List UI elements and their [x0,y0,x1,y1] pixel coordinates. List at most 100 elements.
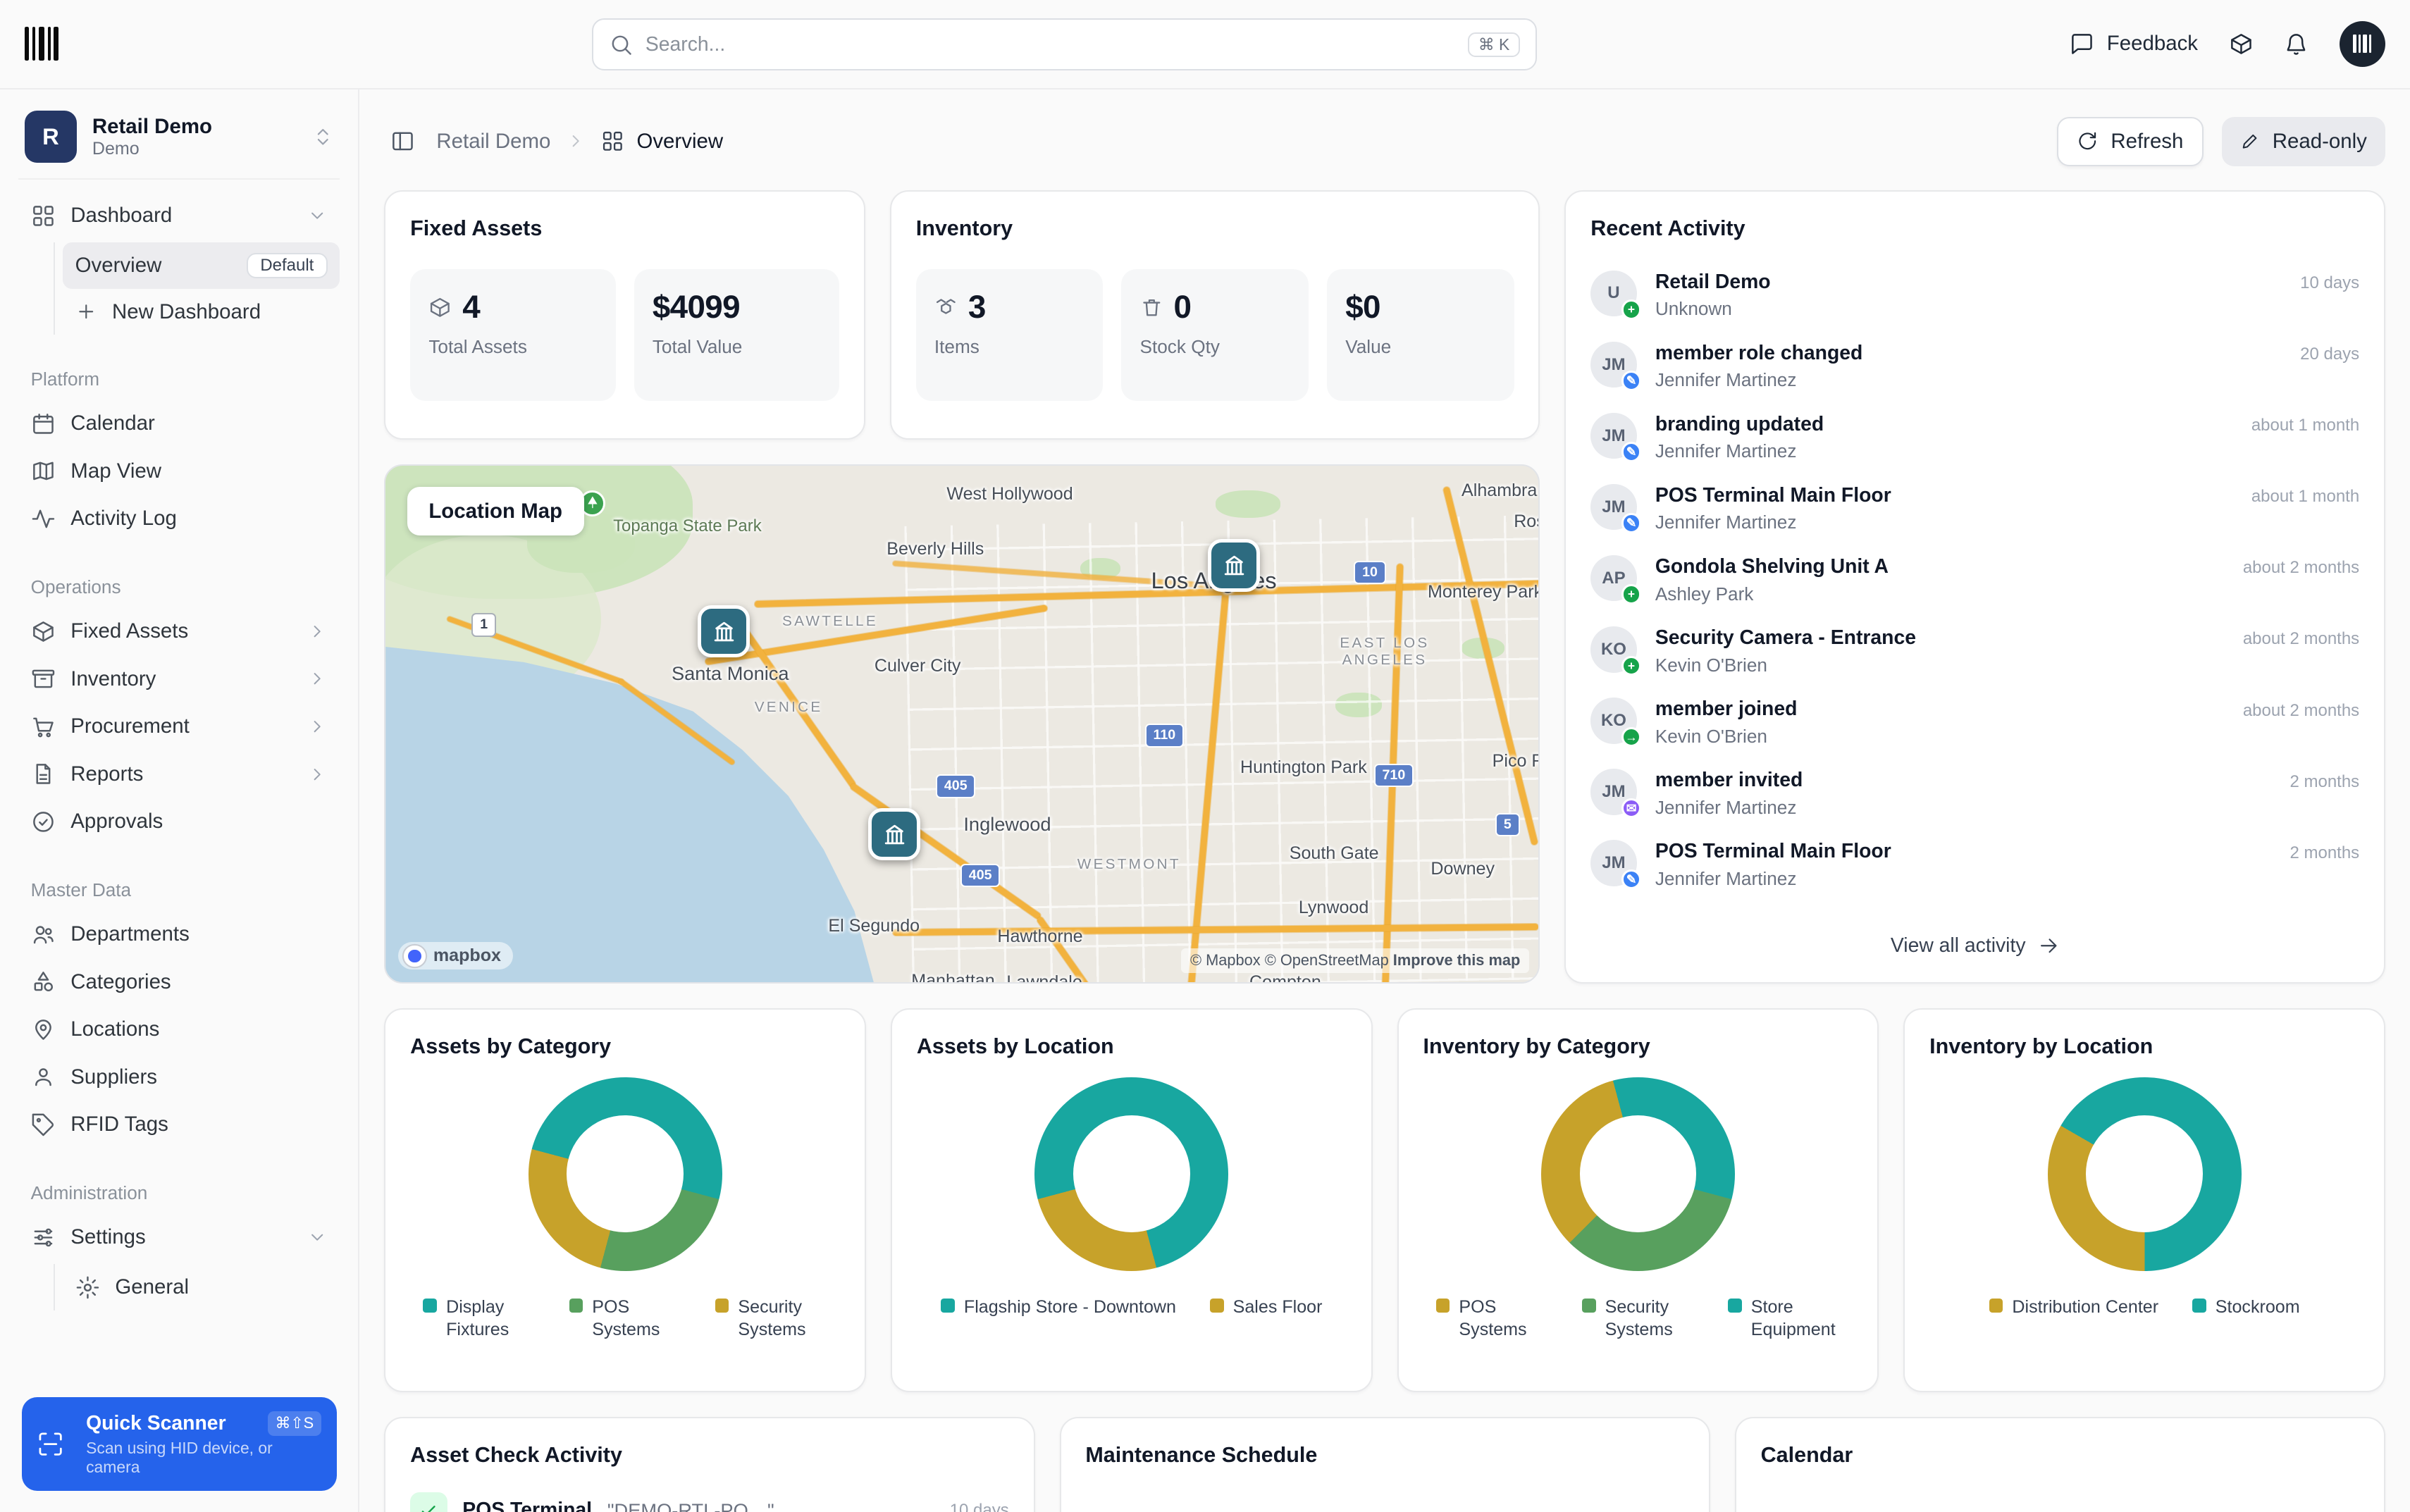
legend-item: Distribution Center [1989,1296,2158,1319]
notifications-button[interactable] [2284,32,2309,56]
legend-label: POS Systems [1459,1296,1527,1340]
sidebar-item-rfid-tags[interactable]: RFID Tags [18,1101,340,1149]
sidebar-item-general[interactable]: General [63,1264,340,1310]
view-all-activity-link[interactable]: View all activity [1590,919,2359,958]
sidebar-item-fixed-assets[interactable]: Fixed Assets [18,607,340,655]
chart-title: Assets by Location [916,1034,1114,1058]
activity-title: POS Terminal Main Floor [1655,483,1891,507]
activity-item[interactable]: AP + Gondola Shelving Unit A Ashley Park a… [1590,545,2359,616]
card-title: Maintenance Schedule [1085,1442,1318,1467]
sidebar-item-new-dashboard[interactable]: New Dashboard [63,289,340,335]
map-label: South Gate [1289,843,1379,864]
map-label: Inglewood [963,812,1051,835]
activity-time: 2 months [2290,772,2360,791]
activity-item[interactable]: JM ✉ member invited Jennifer Martinez 2 mo… [1590,758,2359,829]
activity-time: about 1 month [2251,416,2360,435]
activity-title: Retail Demo [1655,270,1771,293]
stat-value: $0 Value [1327,268,1514,402]
activity-time: about 2 months [2242,629,2360,649]
sidebar-item-reports[interactable]: Reports [18,750,340,798]
map-area-label: VENICE [754,699,823,716]
legend-item: Store Equipment [1728,1296,1840,1341]
sidebar-item-inventory[interactable]: Inventory [18,655,340,703]
feedback-button[interactable]: Feedback [2070,32,2198,56]
inventory-by-category-card: Inventory by Category POS Systems Securi… [1397,1008,1879,1393]
improve-map-link[interactable]: Improve this map [1392,951,1521,969]
breadcrumb-root[interactable]: Retail Demo [436,129,551,153]
activity-item[interactable]: JM ✎ POS Terminal Main Floor Jennifer Mart… [1590,473,2359,545]
map-pin-icon [31,1017,56,1042]
activity-item[interactable]: JM ✎ branding updated Jennifer Martinez ab… [1590,402,2359,473]
search-bar[interactable]: ⌘ K [591,18,1538,71]
plus-icon [75,301,97,323]
map-pin-los-angeles[interactable] [1208,539,1261,592]
calendar-icon [31,411,56,436]
legend-swatch [423,1298,437,1313]
sidebar-item-map-view[interactable]: Map View [18,447,340,495]
activity-item[interactable]: JM ✎ member role changed Jennifer Martinez… [1590,331,2359,402]
map-label: Monterey Park [1428,582,1540,602]
check-circle-icon [31,810,56,834]
sidebar-item-suppliers[interactable]: Suppliers [18,1053,340,1101]
whats-new-button[interactable] [2229,32,2254,56]
search-input[interactable] [645,32,1456,56]
chevron-right-icon [566,131,586,151]
legend-swatch [1209,1298,1224,1313]
quick-scanner-title: Quick Scanner [86,1411,226,1434]
refresh-button[interactable]: Refresh [2057,116,2204,166]
sidebar-item-categories[interactable]: Categories [18,958,340,1006]
sidebar-item-settings[interactable]: Settings [18,1213,340,1261]
activity-badge-icon: + [1621,299,1642,320]
map-attribution: © Mapbox © OpenStreetMap Improve this ma… [1180,948,1530,973]
map-label: Lawndale [1006,972,1082,984]
mapbox-logo[interactable]: mapbox [397,942,514,970]
sidebar-item-approvals[interactable]: Approvals [18,798,340,846]
readonly-badge[interactable]: Read-only [2221,116,2386,166]
sidebar-item-departments[interactable]: Departments [18,910,340,958]
quick-scanner-button[interactable]: Quick Scanner ⌘⇧S Scan using HID device,… [21,1397,337,1491]
sidebar-toggle-button[interactable] [384,123,421,159]
recent-activity-card: Recent Activity U + Retail Demo Unknown 10… [1564,190,2386,984]
legend-label: Store Equipment [1750,1296,1836,1340]
legend-item: POS Systems [1435,1296,1548,1341]
location-map[interactable]: West Hollywood Beverly Hills Los Angeles… [384,464,1540,984]
map-pin-santa-monica[interactable] [698,605,750,658]
search-shortcut: ⌘ K [1467,32,1521,57]
workspace-switcher[interactable]: R Retail Demo Demo [18,101,340,180]
breadcrumb-current: Overview [601,130,723,154]
activity-item[interactable]: KO + Security Camera - Entrance Kevin O'Br… [1590,616,2359,687]
asset-check-item[interactable]: POS Terminal "DEMO-RTL-PO…" 10 days [410,1492,1009,1512]
inventory-card: Inventory 3 Items 0 Stock Qty $0 Value [889,190,1540,440]
activity-badge-icon: ✎ [1621,442,1642,462]
assets-by-category-card: Assets by Category Display Fixtures POS … [384,1008,867,1393]
sidebar-item-overview[interactable]: Overview Default [63,242,340,289]
user-icon [31,1065,56,1089]
sidebar-item-locations[interactable]: Locations [18,1005,340,1053]
user-avatar[interactable] [2339,20,2386,67]
activity-item[interactable]: JM ✎ POS Terminal Main Floor Jennifer Mart… [1590,829,2359,900]
card-title: Recent Activity [1590,216,1745,241]
sidebar-item-calendar[interactable]: Calendar [18,399,340,447]
quick-scanner-subtitle: Scan using HID device, or camera [86,1439,273,1477]
package-icon [2229,32,2254,56]
view-all-activity-label: View all activity [1890,934,2026,957]
sidebar-item-dashboard[interactable]: Dashboard [18,192,340,240]
legend-swatch [1728,1298,1742,1313]
legend-item: Security Systems [1581,1296,1694,1341]
archive-icon [31,667,56,691]
activity-item[interactable]: KO → member joined Kevin O'Brien about 2 m… [1590,687,2359,758]
maintenance-schedule-card: Maintenance Schedule [1059,1416,1710,1512]
activity-subtitle: Jennifer Martinez [1655,440,1797,462]
stat-value: $4099 [652,288,741,325]
activity-item[interactable]: U + Retail Demo Unknown 10 days [1590,260,2359,331]
sidebar-item-activity-log[interactable]: Activity Log [18,495,340,543]
map-pin-south-bay[interactable] [868,808,921,861]
app-logo-icon[interactable] [24,27,58,61]
stat-total-assets: 4 Total Assets [410,268,616,402]
sidebar-item-procurement[interactable]: Procurement [18,702,340,750]
building-icon [1221,552,1247,578]
topbar: ⌘ K Feedback [0,0,2410,89]
sidebar-item-label: Activity Log [70,507,177,531]
shapes-icon [31,969,56,994]
scan-icon [37,1430,64,1458]
